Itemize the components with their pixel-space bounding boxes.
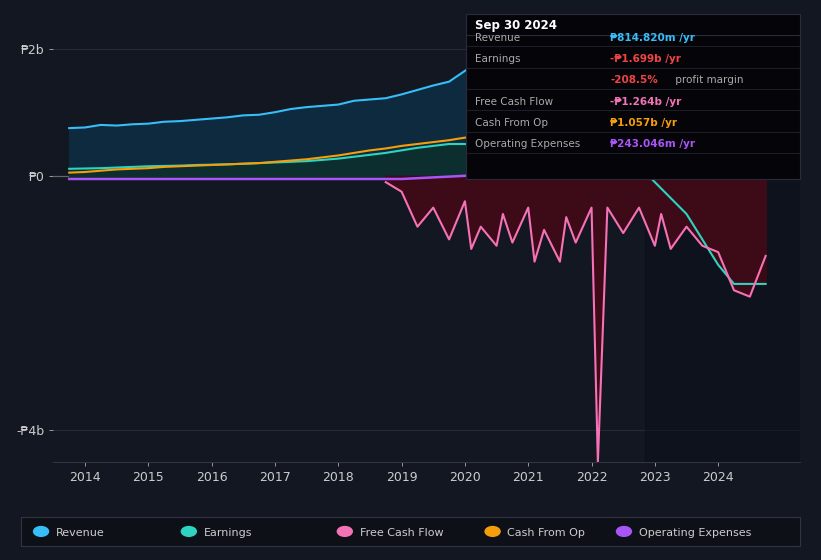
Text: Sep 30 2024: Sep 30 2024 (475, 18, 557, 31)
Text: -₱1.264b /yr: -₱1.264b /yr (610, 97, 681, 107)
Text: Revenue: Revenue (475, 33, 520, 43)
Text: ₱243.046m /yr: ₱243.046m /yr (610, 139, 695, 150)
Text: -₱1.699b /yr: -₱1.699b /yr (610, 54, 681, 64)
Text: profit margin: profit margin (672, 76, 743, 86)
Text: ₱814.820m /yr: ₱814.820m /yr (610, 33, 695, 43)
Text: Earnings: Earnings (204, 528, 252, 538)
Bar (645, 17, 800, 462)
Text: Operating Expenses: Operating Expenses (639, 528, 751, 538)
Text: Free Cash Flow: Free Cash Flow (475, 97, 553, 107)
Text: Operating Expenses: Operating Expenses (475, 139, 580, 150)
Text: Cash From Op: Cash From Op (475, 118, 548, 128)
Text: ₱1.057b /yr: ₱1.057b /yr (610, 118, 677, 128)
Text: Cash From Op: Cash From Op (507, 528, 585, 538)
Text: -208.5%: -208.5% (610, 76, 658, 86)
Text: Earnings: Earnings (475, 54, 520, 64)
Text: Revenue: Revenue (56, 528, 104, 538)
Text: Free Cash Flow: Free Cash Flow (360, 528, 443, 538)
